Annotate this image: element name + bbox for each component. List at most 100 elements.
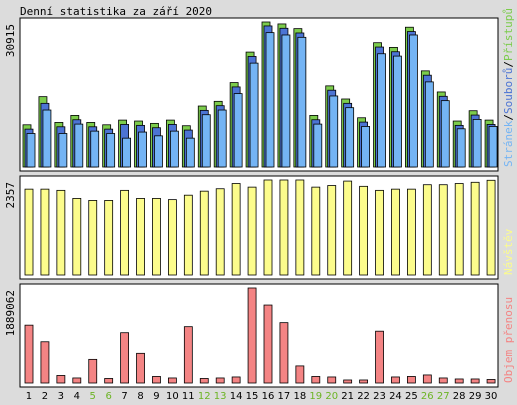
bar-pages-day-3 bbox=[58, 133, 68, 168]
x-tick-label-day-6: 6 bbox=[105, 391, 111, 402]
panel-visits: 2357 Návštěv bbox=[4, 175, 515, 280]
bar-volume-day-24 bbox=[391, 376, 400, 384]
bar-visits-day-17 bbox=[279, 179, 289, 276]
legend-entry: Návštěv bbox=[502, 228, 515, 275]
bar-visits-day-10 bbox=[167, 199, 177, 276]
bar-pages-day-2 bbox=[42, 109, 52, 168]
bar-volume-day-20 bbox=[327, 376, 337, 384]
bar-pages-day-23 bbox=[377, 53, 386, 168]
bar-visits-day-11 bbox=[183, 194, 193, 276]
legend-visits: Návštěv bbox=[502, 228, 515, 275]
bar-pages-day-13 bbox=[217, 109, 227, 168]
x-tick-label-day-20: 20 bbox=[325, 391, 338, 402]
x-tick-label-day-21: 21 bbox=[341, 391, 354, 402]
bar-pages-day-19 bbox=[313, 123, 323, 168]
x-tick-label-day-29: 29 bbox=[469, 391, 482, 402]
x-tick-label-day-13: 13 bbox=[214, 391, 227, 402]
x-tick-label-day-17: 17 bbox=[278, 391, 291, 402]
bar-visits-day-9 bbox=[152, 198, 161, 276]
x-tick-label-day-26: 26 bbox=[421, 391, 434, 402]
bar-volume-day-19 bbox=[311, 376, 321, 384]
bar-pages-day-24 bbox=[393, 55, 402, 168]
x-tick-label-day-14: 14 bbox=[230, 391, 243, 402]
bar-visits-day-7 bbox=[120, 189, 129, 276]
bar-pages-day-22 bbox=[361, 126, 371, 168]
bar-visits-day-24 bbox=[391, 188, 400, 276]
x-tick-label-day-2: 2 bbox=[42, 391, 48, 402]
bar-volume-day-1 bbox=[24, 324, 34, 384]
chart-title: Denní statistika za září 2020 bbox=[20, 5, 212, 18]
bar-visits-day-28 bbox=[454, 183, 464, 276]
bar-volume-day-17 bbox=[279, 322, 289, 384]
x-tick-label-day-18: 18 bbox=[293, 391, 306, 402]
chart-panels: 30915 Stránek/Souborů/Přístupů 2357 Návštěv… bbox=[4, 8, 515, 388]
x-tick-label-day-1: 1 bbox=[26, 391, 32, 402]
bar-visits-day-8 bbox=[136, 198, 145, 276]
panel-volume: 1889062 Objem přenosu bbox=[4, 283, 515, 388]
bar-visits-day-23 bbox=[375, 189, 384, 276]
x-tick-label-day-3: 3 bbox=[58, 391, 64, 402]
bar-volume-day-8 bbox=[136, 352, 145, 384]
bar-visits-day-13 bbox=[215, 188, 225, 276]
y-max-label-requests: 30915 bbox=[4, 24, 17, 57]
legend-requests: Stránek/Souborů/Přístupů bbox=[502, 8, 515, 167]
bar-pages-day-5 bbox=[90, 130, 100, 168]
bar-pages-day-15 bbox=[249, 62, 259, 168]
panel-frame-requests bbox=[19, 17, 499, 172]
bar-visits-day-30 bbox=[486, 179, 496, 276]
bar-volume-day-26 bbox=[422, 374, 432, 384]
bar-visits-day-25 bbox=[406, 188, 416, 276]
bar-visits-day-27 bbox=[438, 184, 448, 276]
x-tick-label-day-30: 30 bbox=[485, 391, 498, 402]
bar-pages-day-27 bbox=[440, 100, 450, 168]
x-tick-label-day-5: 5 bbox=[90, 391, 96, 402]
bar-volume-day-27 bbox=[438, 377, 448, 384]
bar-visits-day-12 bbox=[199, 190, 209, 276]
bar-pages-day-21 bbox=[345, 107, 355, 168]
x-axis-labels: 1 2 3 4 5 6 7 8 9 10 11 12 13 14 15 16 17 18 19 20 21 22 23 24 2… bbox=[26, 391, 498, 402]
x-tick-label-day-24: 24 bbox=[389, 391, 402, 402]
bar-pages-day-6 bbox=[106, 133, 116, 168]
x-tick-label-day-10: 10 bbox=[166, 391, 179, 402]
bar-visits-day-2 bbox=[40, 188, 50, 276]
bar-pages-day-11 bbox=[185, 137, 195, 168]
bar-visits-day-5 bbox=[88, 200, 98, 276]
bar-volume-day-21 bbox=[343, 379, 353, 384]
bar-volume-day-18 bbox=[295, 365, 305, 384]
bar-pages-day-10 bbox=[169, 130, 179, 168]
panel-requests: 30915 Stránek/Souborů/Přístupů bbox=[4, 8, 515, 172]
legend-entry: Přístupů bbox=[502, 8, 515, 61]
x-tick-label-day-4: 4 bbox=[74, 391, 80, 402]
legend-volume: Objem přenosu bbox=[502, 297, 515, 383]
bar-volume-day-7 bbox=[120, 332, 129, 384]
bar-visits-day-4 bbox=[72, 198, 82, 276]
bar-visits-day-16 bbox=[263, 179, 273, 276]
bars-requests bbox=[22, 21, 498, 168]
bar-pages-day-30 bbox=[488, 126, 498, 168]
bar-pages-day-8 bbox=[138, 131, 147, 168]
bar-pages-day-1 bbox=[26, 133, 36, 168]
bar-volume-day-22 bbox=[359, 379, 369, 384]
bar-volume-day-2 bbox=[40, 341, 50, 384]
x-tick-label-day-8: 8 bbox=[137, 391, 143, 402]
bar-pages-day-14 bbox=[233, 93, 243, 168]
x-tick-label-day-22: 22 bbox=[357, 391, 370, 402]
bar-volume-day-23 bbox=[375, 330, 384, 384]
bar-volume-day-3 bbox=[56, 375, 66, 384]
bar-visits-day-1 bbox=[24, 188, 34, 276]
x-tick-label-day-12: 12 bbox=[198, 391, 211, 402]
bar-volume-day-14 bbox=[231, 376, 241, 384]
bar-volume-day-12 bbox=[199, 378, 209, 384]
x-tick-label-day-16: 16 bbox=[262, 391, 275, 402]
x-tick-label-day-9: 9 bbox=[153, 391, 159, 402]
y-max-label-visits: 2357 bbox=[4, 182, 17, 209]
y-max-label-volume: 1889062 bbox=[4, 290, 17, 336]
bar-volume-day-13 bbox=[215, 377, 225, 384]
x-tick-label-day-25: 25 bbox=[405, 391, 418, 402]
bar-pages-day-20 bbox=[329, 95, 339, 168]
x-tick-label-day-7: 7 bbox=[121, 391, 127, 402]
bar-volume-day-28 bbox=[454, 378, 464, 384]
bar-visits-day-3 bbox=[56, 189, 66, 276]
bar-pages-day-9 bbox=[154, 135, 163, 168]
